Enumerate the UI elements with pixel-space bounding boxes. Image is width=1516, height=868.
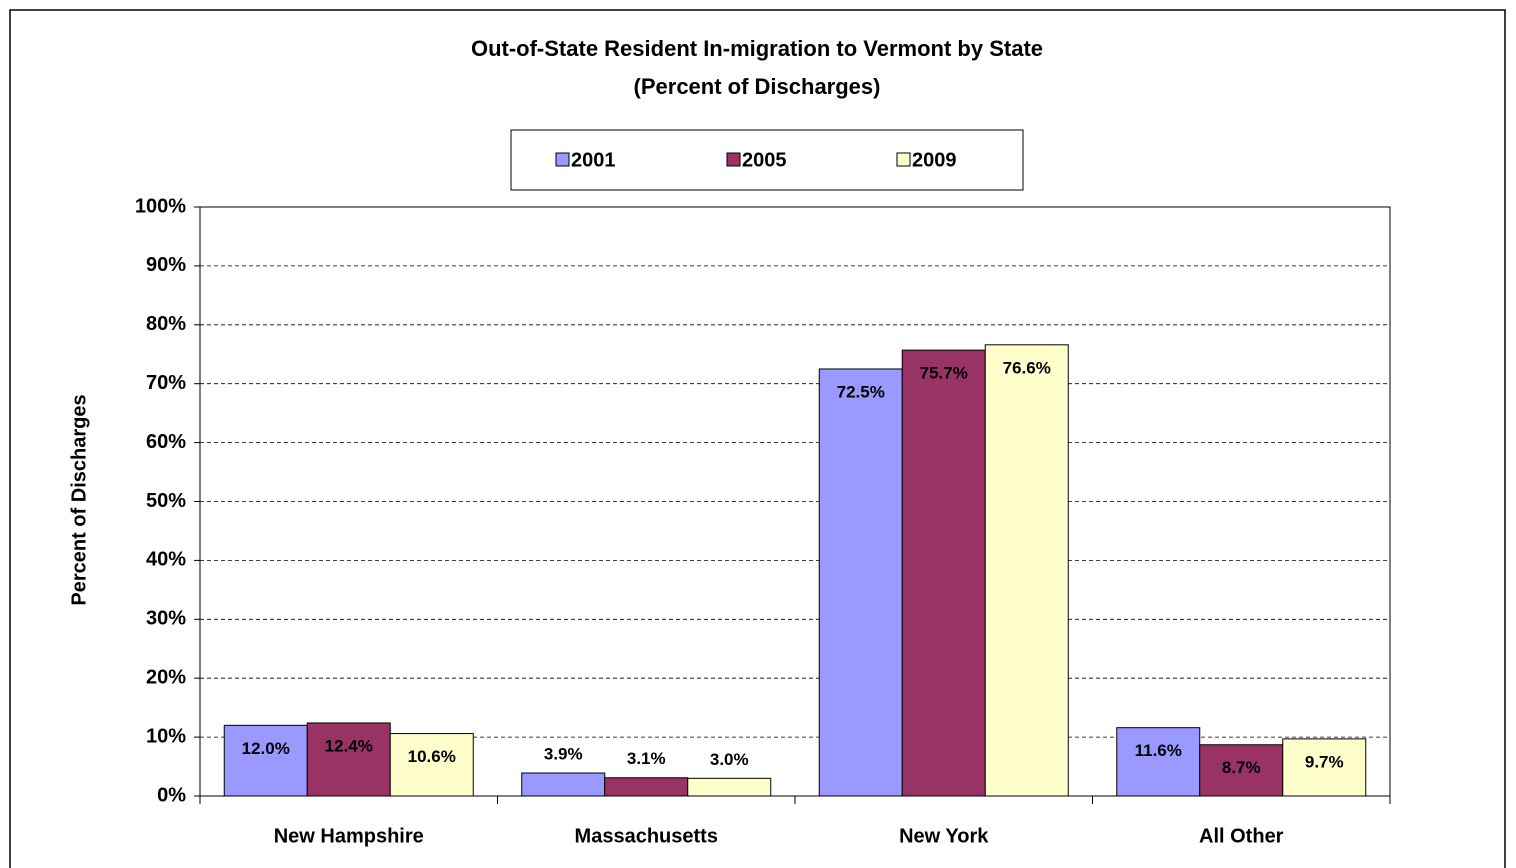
legend-swatch <box>896 152 911 167</box>
y-tick-label: 20% <box>146 666 186 688</box>
data-label: 75.7% <box>920 364 968 383</box>
y-tick-label: 50% <box>146 490 186 512</box>
y-axis-label: Percent of Discharges <box>68 394 90 605</box>
bar <box>604 777 689 797</box>
data-label: 3.1% <box>627 749 666 768</box>
legend-swatch <box>555 152 570 167</box>
chart-title: Out-of-State Resident In-migration to Ve… <box>471 36 1043 61</box>
data-label: 76.6% <box>1003 358 1051 377</box>
bar <box>687 777 772 797</box>
bar <box>984 344 1069 797</box>
data-label: 72.5% <box>837 382 885 401</box>
bar <box>1116 727 1201 797</box>
data-label: 8.7% <box>1222 758 1261 777</box>
legend-label: 2005 <box>742 149 787 171</box>
y-tick-label: 90% <box>146 254 186 276</box>
bar <box>901 349 986 797</box>
x-tick-label: New York <box>899 825 989 847</box>
bar <box>818 368 903 797</box>
bar <box>389 733 474 797</box>
chart-subtitle: (Percent of Discharges) <box>634 74 881 99</box>
legend-box <box>510 129 1024 191</box>
legend-swatch <box>726 152 741 167</box>
bar <box>521 772 606 797</box>
y-tick-label: 30% <box>146 608 186 630</box>
data-label: 10.6% <box>408 747 456 766</box>
legend-label: 2001 <box>571 149 616 171</box>
x-tick-label: Massachusetts <box>575 825 718 847</box>
data-label: 12.0% <box>242 739 290 758</box>
data-label: 11.6% <box>1135 741 1182 760</box>
y-tick-label: 70% <box>146 372 186 394</box>
y-tick-label: 80% <box>146 313 186 335</box>
bar <box>223 724 308 797</box>
x-tick-label: New Hampshire <box>274 825 424 847</box>
y-tick-label: 10% <box>146 725 186 747</box>
legend-label: 2009 <box>912 149 957 171</box>
y-tick-label: 40% <box>146 549 186 571</box>
y-tick-label: 0% <box>157 784 186 806</box>
data-label: 9.7% <box>1305 752 1344 771</box>
data-label: 12.4% <box>325 736 373 755</box>
bar <box>1199 744 1284 797</box>
bar <box>306 722 391 797</box>
bar <box>1282 738 1367 797</box>
x-tick-label: All Other <box>1199 825 1284 847</box>
y-tick-label: 100% <box>135 195 186 217</box>
data-label: 3.0% <box>710 750 749 769</box>
y-tick-label: 60% <box>146 431 186 453</box>
data-label: 3.9% <box>544 745 583 764</box>
